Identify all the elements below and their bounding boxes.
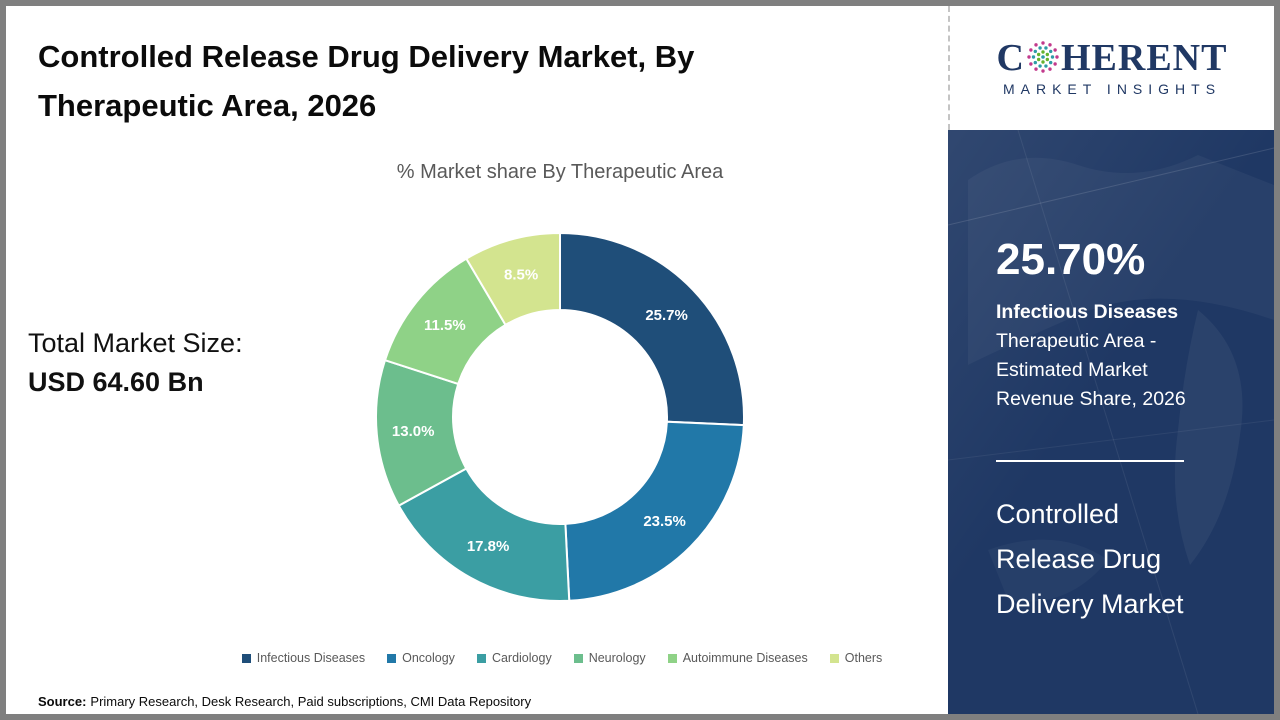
legend-item-neurology: Neurology <box>573 651 646 665</box>
total-market-label: Total Market Size: <box>28 328 243 358</box>
donut-slice-infectious-diseases <box>559 232 745 427</box>
coherent-globe-icon <box>1027 41 1059 73</box>
legend-item-oncology: Oncology <box>387 651 455 665</box>
sidebar: C HERENT MARKET INSIGHTS 25.70% Infectio… <box>948 6 1274 714</box>
donut-chart: 25.7% 23.5% 17.8% 13.0% 11.5% 8.5% <box>375 232 745 602</box>
legend-marker-icon <box>476 653 486 663</box>
donut-chart-svg: 25.7% 23.5% 17.8% 13.0% 11.5% 8.5% <box>375 232 745 602</box>
slice-label: 23.5% <box>643 513 686 530</box>
legend-marker-icon <box>573 653 583 663</box>
highlight-panel: 25.70% Infectious Diseases Therapeutic A… <box>948 130 1274 714</box>
total-market-value: USD 64.60 Bn <box>28 367 204 397</box>
stat-segment-name: Infectious Diseases <box>996 301 1179 324</box>
legend-label: Infectious Diseases <box>256 651 366 665</box>
legend-label: Autoimmune Diseases <box>682 651 808 665</box>
page-title: Controlled Release Drug Delivery Market,… <box>38 39 695 123</box>
market-title-line: Delivery Market <box>996 589 1184 619</box>
slice-label: 8.5% <box>504 267 538 284</box>
world-map-texture <box>948 130 1274 714</box>
market-title: Controlled Release Drug Delivery Market <box>996 492 1246 627</box>
slice-label: 17.8% <box>467 538 510 555</box>
source-label: Source: <box>38 694 87 709</box>
stat-value: 25.70% <box>996 235 1146 284</box>
market-title-line: Controlled <box>996 499 1120 529</box>
panel-sheen <box>948 130 1274 714</box>
chart-panel: Controlled Release Drug Delivery Market,… <box>6 6 948 714</box>
legend-label: Cardiology <box>491 651 552 665</box>
legend-marker-icon <box>387 653 397 663</box>
source-line: Source: Primary Research, Desk Research, … <box>38 694 531 709</box>
legend-item-infectious-diseases: Infectious Diseases <box>241 651 366 665</box>
legend-item-autoimmune-diseases: Autoimmune Diseases <box>667 651 808 665</box>
stat-description-line: Estimated Market <box>996 359 1148 382</box>
stat-block: 25.70% Infectious Diseases Therapeutic A… <box>996 235 1236 414</box>
panel-divider <box>996 460 1184 462</box>
brand-wordmark: C HERENT <box>997 39 1228 77</box>
brand-logo: C HERENT MARKET INSIGHTS <box>948 6 1274 130</box>
legend-item-cardiology: Cardiology <box>476 651 552 665</box>
chart-legend: Infectious Diseases Oncology Cardiology Neu… <box>6 651 948 665</box>
donut-slice-cardiology <box>397 467 571 602</box>
chart-subtitle: % Market share By Therapeutic Area <box>396 161 724 183</box>
donut-slice-oncology <box>564 420 745 602</box>
legend-marker-icon <box>829 653 839 663</box>
slice-label: 13.0% <box>392 423 435 440</box>
slice-label: 11.5% <box>424 317 466 334</box>
donut-slice-others <box>464 232 561 327</box>
market-title-line: Release Drug <box>996 544 1162 574</box>
brand-tagline: MARKET INSIGHTS <box>1002 81 1222 97</box>
slide-frame: Controlled Release Drug Delivery Market,… <box>6 6 1274 714</box>
brand-letter-c: C <box>996 37 1025 79</box>
legend-marker-icon <box>667 653 677 663</box>
source-text: Primary Research, Desk Research, Paid su… <box>90 694 532 709</box>
legend-item-others: Others <box>829 651 883 665</box>
legend-label: Others <box>844 651 883 665</box>
brand-letters-rest: HERENT <box>1060 37 1228 79</box>
stat-description-line: Therapeutic Area - <box>996 330 1157 353</box>
total-market-size: Total Market Size: USD 64.60 Bn <box>28 324 243 402</box>
legend-label: Oncology <box>402 651 455 665</box>
legend-marker-icon <box>241 653 251 663</box>
slice-label: 25.7% <box>645 307 688 324</box>
legend-label: Neurology <box>588 651 646 665</box>
stat-description-line: Revenue Share, 2026 <box>996 388 1186 411</box>
